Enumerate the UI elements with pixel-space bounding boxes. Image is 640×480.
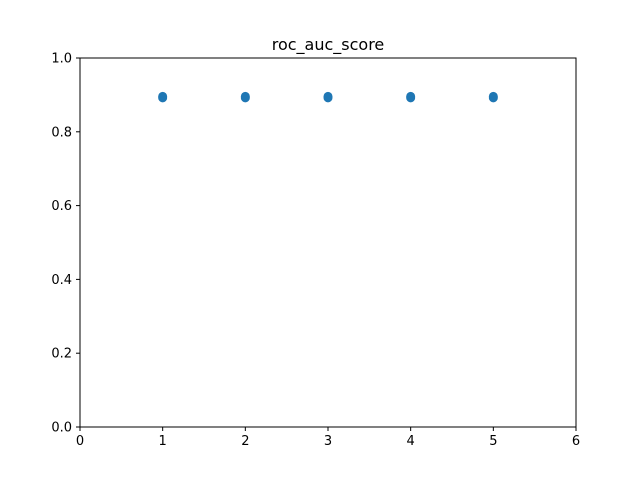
y-tick-label: 1.0 — [51, 52, 72, 67]
y-tick-label: 0.6 — [51, 199, 72, 214]
x-tick-label: 3 — [324, 434, 332, 449]
data-point — [158, 91, 168, 101]
data-point — [240, 91, 250, 101]
x-tick-label: 1 — [159, 434, 167, 449]
x-tick-label: 2 — [241, 434, 249, 449]
y-tick-label: 0.4 — [51, 273, 72, 288]
axis-ticks: 0 1 2 3 4 5 6 0.0 0.2 0.4 0.6 0.8 1.0 — [51, 52, 580, 450]
data-point — [323, 91, 333, 101]
x-tick-label: 5 — [489, 434, 497, 449]
chart-title: roc_auc_score — [272, 35, 385, 55]
x-tick-label: 4 — [407, 434, 415, 449]
data-points — [158, 91, 498, 103]
data-point — [488, 91, 498, 101]
x-tick-label: 0 — [76, 434, 84, 449]
y-tick-label: 0.0 — [51, 421, 72, 436]
y-tick-label: 0.2 — [51, 347, 72, 362]
x-tick-label: 6 — [572, 434, 580, 449]
y-tick-label: 0.8 — [51, 125, 72, 140]
plot-area-frame — [79, 57, 577, 428]
data-point — [406, 91, 416, 101]
